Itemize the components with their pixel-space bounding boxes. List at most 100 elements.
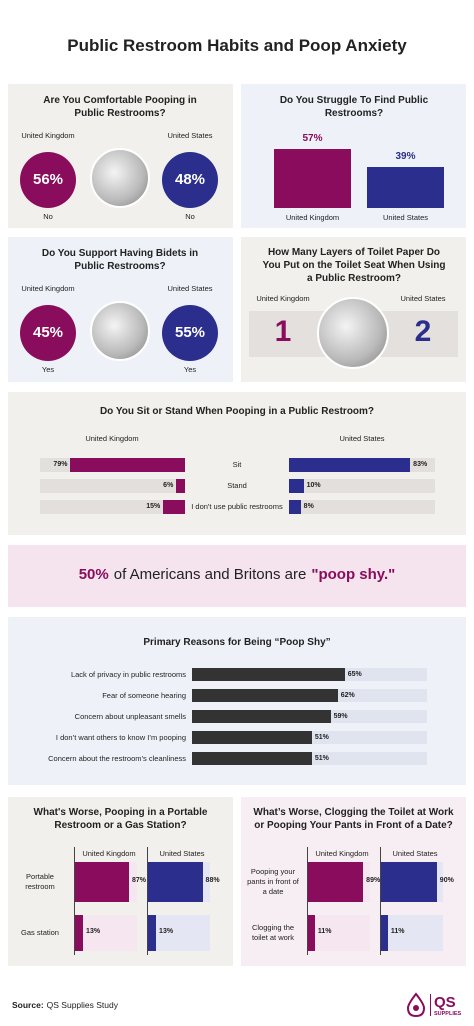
answer-label: Yes [41,365,55,374]
value-label: 6% [163,482,174,489]
banner [8,545,466,607]
axis-line [307,847,308,955]
bar [192,731,312,744]
photo [90,148,150,208]
bar [289,458,411,472]
banner-highlight: "poop shy." [311,566,396,583]
panel-title: How Many Layers of Toilet Paper Do You P… [262,247,446,284]
answer-label: No [43,212,53,221]
panel-title: Do You Struggle To Find Public Restrooms… [279,95,429,119]
logo-icon [406,992,426,1018]
bar [381,862,437,902]
category-label: Sit [232,460,242,469]
value-label: 51% [314,734,329,741]
value-label: 88% [205,877,220,884]
answer-label: No [185,212,195,221]
legend-label: United Kingdom [82,849,136,858]
value-label: 11% [317,928,332,935]
category-label: I don't use public restrooms [191,502,283,511]
axis-line [147,847,148,955]
value-label: 15% [146,503,161,510]
country-label: United States [167,131,213,140]
logo-divider [430,994,431,1016]
category-label: I don’t want others to know I’m pooping [55,733,186,742]
stat-value: 48% [174,171,206,188]
bar [192,689,338,702]
banner-value: 50% [78,566,109,583]
source-text: QS Supplies Study [46,1000,119,1010]
bar [75,915,84,951]
bar [289,500,301,514]
bar-track [381,915,443,951]
logo-name: QS [434,994,456,1011]
panel-title: Primary Reasons for Being “Poop Shy” [143,637,331,648]
banner-text: of Americans and Britons are [113,566,307,583]
value-label: 59% [333,713,348,720]
layer-count: 2 [414,315,432,348]
value-label: 51% [314,755,329,762]
bar-track [289,479,435,493]
value-label: 10% [306,482,321,489]
bar [308,915,315,951]
legend-label: United States [159,849,205,858]
logo-sub: SUPPLIES [434,1011,462,1017]
legend-label: United States [392,849,438,858]
category-label: United States [382,213,429,222]
value-label: 8% [303,503,314,510]
source: Source: QS Supplies Study [12,1000,212,1010]
panel-title: Do You Sit or Stand When Pooping in a Pu… [99,406,375,417]
value-label: 62% [340,692,355,699]
bar [192,710,331,723]
country-label: United Kingdom [21,131,75,140]
page-title: Public Restroom Habits and Poop Anxiety [67,36,407,55]
country-label: United States [400,294,446,303]
panel-title: Are You Comfortable Pooping in Public Re… [43,95,197,119]
category-label: Stand [227,481,247,490]
bar [75,862,129,902]
value-label: 65% [347,671,362,678]
photo [90,301,150,361]
panel-title: What’s Worse, Clogging the Toilet at Wor… [253,807,454,831]
value-label: 13% [86,928,101,935]
value-label: 57% [302,132,323,144]
layer-count: 1 [274,315,292,348]
bar [70,458,185,472]
category-label: Gas station [21,928,59,937]
bar [308,862,364,902]
value-label: 11% [390,928,405,935]
value-label: 13% [159,928,174,935]
category-label: Lack of privacy in public restrooms [70,670,186,679]
legend-label: United Kingdom [315,849,369,858]
category-label: Concern about the restroom’s cleanliness [48,754,186,763]
stat-value: 45% [32,324,64,341]
bar [148,915,157,951]
category-label: Pooping your pants in front of a date [247,867,299,896]
bar [192,752,312,765]
bar-track [289,500,435,514]
bar-track [40,479,185,493]
value-label: 90% [439,877,454,884]
bar [163,500,185,514]
axis-line [380,847,381,955]
stat-value: 56% [32,171,64,188]
value-label: 87% [131,877,146,884]
bar [148,862,203,902]
legend-label: United Kingdom [85,434,139,443]
panel-title: What's Worse, Pooping in a Portable Rest… [33,807,208,831]
source-label: Source: [12,1000,44,1010]
bar-track [40,500,185,514]
value-label: 89% [366,877,381,884]
bar [192,668,345,681]
value-label: 83% [413,461,428,468]
stat-circle: 48% [162,152,218,208]
value-label: 39% [395,151,416,163]
category-label: Clogging the toilet at work [251,923,295,942]
category-label: Concern about unpleasant smells [74,712,186,721]
value-label: 79% [53,461,68,468]
bar [381,915,388,951]
stat-value: 55% [174,324,206,341]
axis-line [74,847,75,955]
legend-label: United States [339,434,385,443]
photo [317,297,389,369]
